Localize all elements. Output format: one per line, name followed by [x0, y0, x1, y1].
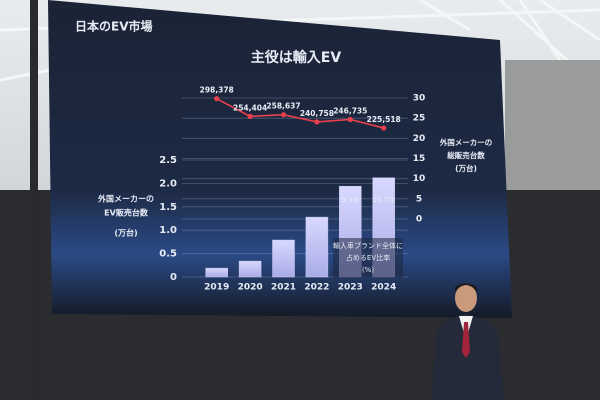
- ratio-label: 10.7%: [373, 196, 396, 204]
- y2-tick-label: 15: [413, 154, 426, 164]
- ratio-label: 9.3%: [341, 196, 359, 204]
- bar: [272, 239, 295, 278]
- x-tick-label: 2020: [238, 283, 263, 293]
- chart-title: 主役は輸入EV: [251, 49, 342, 66]
- y-tick-label: 0: [170, 272, 177, 283]
- y-axis-label: 外国メーカーの: [97, 194, 154, 204]
- point: [214, 96, 220, 102]
- ratio-box: [333, 238, 403, 278]
- y-tick-label: 2.0: [159, 178, 177, 189]
- y2-tick-label: 30: [413, 94, 426, 104]
- x-tick-label: 2022: [304, 283, 329, 293]
- data-label: 258,637: [266, 102, 300, 111]
- ratio-caption: 占めるEV比率: [346, 253, 390, 262]
- y2-axis-label: (万台): [455, 163, 477, 173]
- x-tick-label: 2023: [338, 283, 363, 293]
- y-tick-label: 2.5: [159, 155, 177, 166]
- data-label: 298,378: [200, 86, 234, 95]
- data-label: 240,758: [300, 109, 334, 118]
- point: [280, 112, 287, 118]
- data-label: 246,735: [333, 106, 367, 115]
- y-tick-label: 1.0: [159, 225, 177, 236]
- y-axis-label: (万台): [114, 228, 137, 238]
- ratio-caption: (%): [362, 266, 374, 274]
- data-label: 225,518: [367, 115, 401, 124]
- y-tick-label: 1.5: [159, 202, 177, 213]
- y2-tick-label: 10: [413, 174, 426, 184]
- point: [381, 125, 387, 131]
- data-label: 254,404: [233, 103, 267, 112]
- line: [216, 97, 384, 129]
- y-axis-label: EV販売台数: [104, 208, 149, 218]
- x-tick-label: 2021: [271, 283, 296, 293]
- x-tick-label: 2024: [371, 283, 396, 293]
- speaker: [432, 283, 504, 400]
- point: [247, 113, 253, 119]
- point: [314, 119, 320, 125]
- y2-axis-label: 総販売台数: [446, 150, 485, 160]
- y2-tick-label: 5: [416, 194, 422, 204]
- x-tick-label: 2019: [204, 283, 229, 293]
- y2-tick-label: 20: [413, 134, 426, 144]
- bar: [205, 267, 228, 278]
- wall: [505, 60, 600, 200]
- y-tick-label: 0.5: [159, 249, 177, 260]
- point: [347, 116, 353, 123]
- y2-axis-label: 外国メーカーの: [439, 137, 493, 147]
- plot: 0 0.5 1.0 1.5 2.0 2.5 0 5 10 15 20 25 30 外国メーカーの EV販売台…: [97, 86, 492, 293]
- bar: [238, 260, 262, 278]
- ratio-caption: 輸入車ブランド全体に: [333, 241, 403, 250]
- bar: [305, 216, 329, 278]
- header: 日本のEV市場: [75, 19, 153, 34]
- y2-tick-label: 25: [413, 114, 426, 124]
- truss-pole: [30, 0, 38, 400]
- y2-tick-label: 0: [416, 215, 422, 225]
